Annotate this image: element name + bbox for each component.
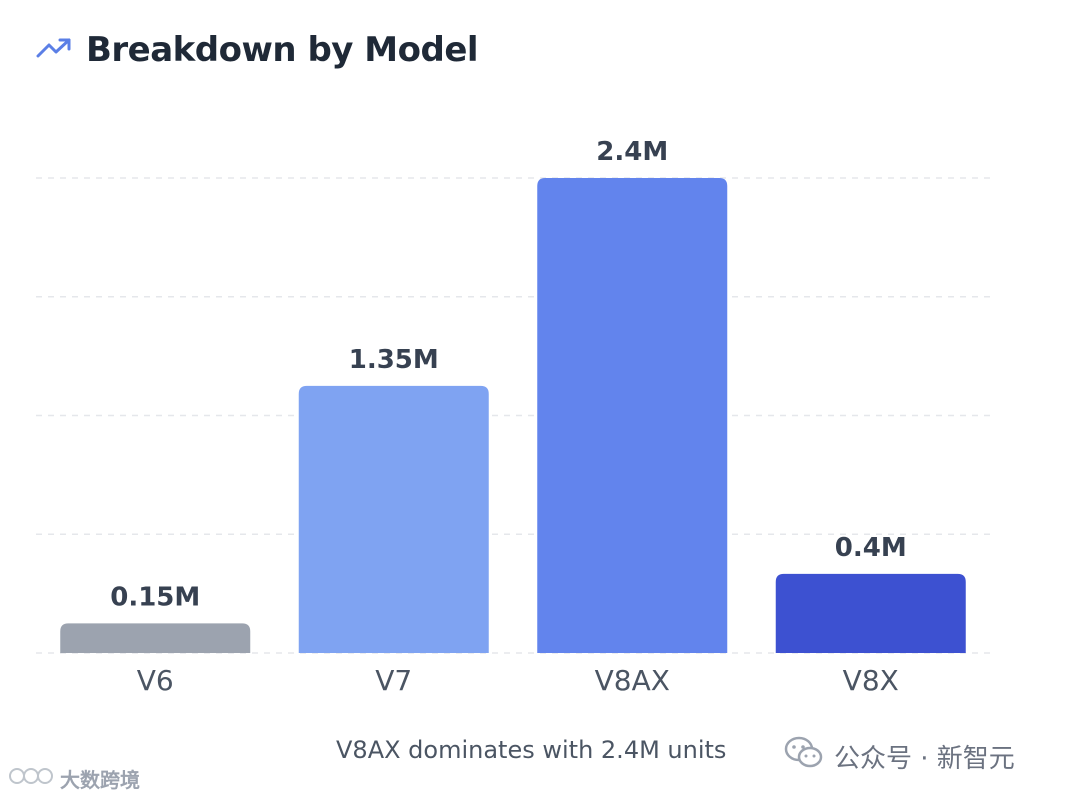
chart-header: Breakdown by Model — [36, 30, 479, 70]
x-tick-v8ax: V8AX — [595, 664, 670, 697]
x-tick-v8x: V8X — [843, 664, 899, 697]
chart-caption: V8AX dominates with 2.4M units — [336, 736, 727, 764]
logo-icon — [8, 764, 54, 793]
bar-v6 — [60, 623, 251, 653]
data-label-v8x: 0.4M — [835, 533, 907, 563]
source-watermark: 公众号 · 新智元 — [784, 736, 1015, 777]
bottom-watermark: 大数跨境 — [8, 764, 140, 793]
data-label-v7: 1.35M — [349, 345, 439, 375]
bar-v7 — [298, 385, 489, 653]
source-text: 公众号 · 新智元 — [834, 744, 1015, 774]
trending-up-icon — [36, 36, 72, 64]
wechat-icon — [784, 736, 824, 777]
bottom-mark-text: 大数跨境 — [60, 768, 140, 792]
data-label-v6: 0.15M — [110, 582, 200, 612]
x-tick-v6: V6 — [137, 664, 174, 697]
x-tick-v7: V7 — [375, 664, 412, 697]
data-label-v8ax: 2.4M — [596, 137, 668, 167]
bar-v8ax — [537, 178, 728, 653]
bar-v8x — [775, 573, 966, 653]
chart-title: Breakdown by Model — [86, 30, 479, 70]
